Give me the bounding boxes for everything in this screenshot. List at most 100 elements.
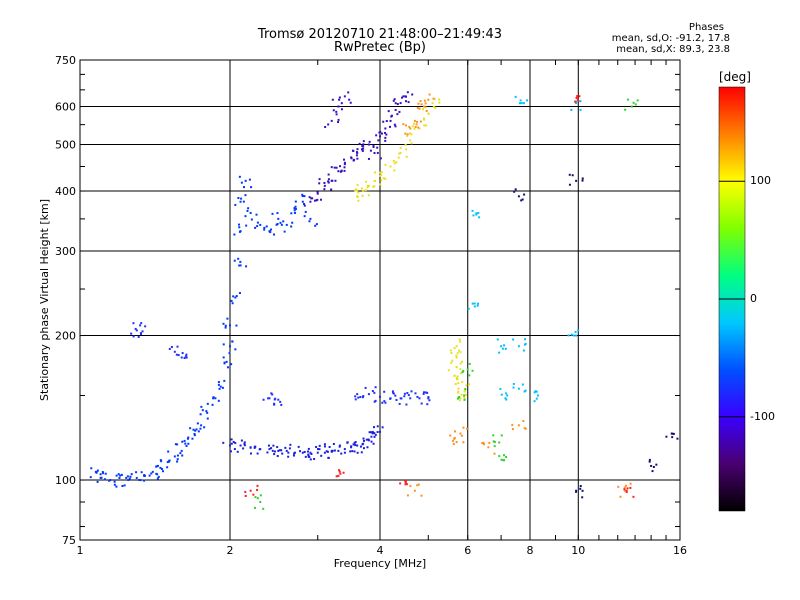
data-point [623, 489, 626, 492]
data-point [465, 384, 468, 387]
data-point [242, 200, 245, 203]
data-point [408, 132, 411, 135]
data-point [455, 377, 458, 380]
data-point [338, 444, 341, 447]
data-point [307, 453, 310, 456]
data-point [403, 392, 406, 395]
data-point [338, 445, 341, 448]
data-point [575, 489, 578, 492]
data-point [130, 332, 133, 335]
data-point [343, 166, 346, 169]
data-point [380, 179, 383, 182]
data-point [256, 497, 259, 500]
data-point [304, 455, 307, 458]
data-point [362, 447, 365, 450]
y-tick-label: 100 [55, 474, 76, 487]
data-point [575, 102, 578, 105]
data-point [506, 394, 509, 397]
data-point [256, 221, 259, 224]
data-point [477, 212, 480, 215]
data-point [197, 430, 200, 433]
data-point [348, 98, 351, 101]
data-point [103, 478, 106, 481]
data-point [417, 102, 420, 105]
data-point [349, 450, 352, 453]
data-point [109, 479, 112, 482]
data-point [536, 394, 539, 397]
axes: 1 2 4 6 8 10 16 75 100 200 300 400 500 600 750 [55, 54, 687, 557]
data-point [410, 142, 413, 145]
data-point [195, 428, 198, 431]
data-point [419, 100, 422, 103]
data-point [517, 387, 520, 390]
data-point [404, 143, 407, 146]
data-point [293, 207, 296, 210]
data-point [128, 477, 131, 480]
data-point [404, 480, 407, 483]
data-point [168, 459, 171, 462]
data-point [337, 121, 340, 124]
data-point [424, 102, 427, 105]
data-point [129, 475, 132, 478]
data-point [287, 451, 290, 454]
data-point [462, 441, 465, 444]
data-point [229, 345, 231, 348]
data-point [115, 474, 118, 477]
data-point [137, 335, 140, 338]
data-point [393, 169, 396, 172]
data-point [422, 105, 425, 108]
data-point [233, 233, 236, 236]
data-point [498, 351, 501, 354]
data-point [351, 450, 354, 453]
data-point [259, 223, 262, 226]
data-point [575, 179, 578, 182]
data-point [416, 395, 419, 398]
data-point [135, 476, 138, 479]
data-point [222, 343, 225, 346]
data-point [460, 372, 463, 375]
data-point [338, 96, 341, 99]
data-point [291, 221, 294, 224]
data-point [156, 464, 159, 467]
data-point [574, 100, 577, 103]
data-point [517, 345, 520, 348]
data-point [170, 345, 173, 348]
data-point [502, 459, 505, 462]
data-point [234, 442, 237, 445]
data-point [371, 430, 374, 433]
data-point [249, 212, 252, 215]
data-point [340, 170, 343, 173]
data-point [219, 385, 222, 388]
data-point [672, 432, 675, 435]
x-tick-label: 8 [527, 544, 534, 557]
y-tick-label: 400 [55, 185, 76, 198]
data-point [237, 196, 240, 199]
data-point [369, 149, 372, 152]
data-point [332, 109, 335, 112]
data-point [381, 401, 384, 404]
data-point [384, 139, 387, 142]
data-point [156, 477, 159, 480]
data-point [478, 216, 481, 219]
data-point [194, 429, 197, 432]
data-point [517, 424, 520, 427]
data-point [287, 455, 290, 458]
data-point [505, 456, 508, 459]
phase-stats-x-mode: mean, sd,X: 89.3, 23.8 [616, 44, 730, 55]
data-point [130, 473, 133, 476]
data-point [355, 154, 358, 157]
chart-title-line2: RwPretec (Bp) [333, 40, 427, 55]
data-point [511, 428, 514, 431]
data-point [244, 490, 247, 493]
data-point [176, 458, 179, 461]
data-point [265, 225, 268, 228]
data-point [96, 480, 99, 483]
data-point [242, 447, 245, 450]
data-point [155, 465, 158, 468]
data-point [301, 195, 304, 198]
data-point [456, 352, 459, 355]
data-point [468, 362, 471, 365]
data-point [376, 430, 379, 433]
data-point [327, 178, 330, 181]
data-points [89, 91, 679, 510]
